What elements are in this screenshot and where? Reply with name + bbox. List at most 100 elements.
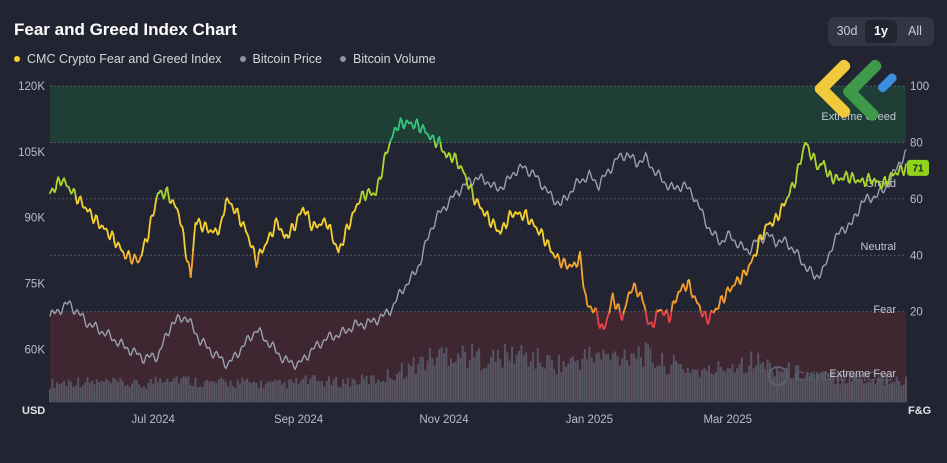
volume-bar: [539, 362, 542, 402]
volume-bar: [227, 386, 230, 402]
current-value-badge: 71: [907, 159, 929, 176]
legend-item-bitcoin-price[interactable]: Bitcoin Price: [239, 52, 322, 66]
volume-bar: [468, 359, 471, 402]
volume-bar: [532, 352, 535, 402]
volume-bar: [152, 383, 155, 402]
volume-bar: [733, 372, 736, 402]
volume-bar: [410, 365, 413, 402]
fear-greed-segment: [698, 304, 702, 313]
volume-bar: [503, 344, 506, 402]
volume-bar: [543, 368, 546, 402]
legend-item-fear-greed[interactable]: CMC Crypto Fear and Greed Index: [14, 52, 222, 66]
volume-bar: [848, 381, 851, 402]
right-tick-label: 60: [910, 194, 923, 206]
volume-bar: [466, 368, 469, 402]
volume-bar: [124, 385, 127, 402]
zone-label-3: Fear: [873, 304, 896, 316]
volume-bar: [360, 374, 363, 402]
volume-bar: [328, 376, 331, 402]
fear-greed-segment: [273, 220, 277, 231]
volume-bar: [309, 378, 312, 402]
legend-dot-bitcoin-volume: [340, 56, 347, 62]
volume-bar: [419, 356, 422, 402]
fear-greed-segment: [868, 176, 872, 184]
volume-bar: [102, 381, 105, 402]
volume-bar: [138, 384, 141, 402]
volume-bar: [710, 373, 713, 402]
volume-bar: [222, 379, 225, 402]
volume-bar: [196, 387, 199, 402]
volume-bar: [804, 378, 807, 402]
volume-bar: [761, 361, 764, 402]
volume-bar: [813, 378, 816, 402]
volume-bar: [780, 370, 783, 402]
volume-bar: [499, 359, 502, 402]
volume-bar: [637, 346, 640, 402]
volume-bar: [229, 380, 232, 402]
fear-greed-segment: [199, 220, 203, 230]
fear-greed-segment: [813, 154, 817, 164]
volume-bar: [736, 368, 739, 402]
volume-bar: [729, 368, 732, 402]
fear-greed-segment: [236, 207, 240, 217]
fear-greed-segment: [349, 216, 353, 227]
volume-bar: [773, 376, 776, 402]
volume-bar: [900, 385, 903, 402]
fear-greed-segment: [154, 196, 158, 205]
volume-bar: [140, 387, 143, 402]
volume-bar: [607, 353, 610, 402]
volume-bar: [407, 363, 410, 402]
volume-bar: [759, 363, 762, 402]
volume-bar: [686, 367, 689, 402]
volume-bar: [311, 375, 314, 402]
volume-bar: [693, 369, 696, 402]
fear-greed-segment: [789, 184, 792, 193]
volume-bar: [853, 374, 856, 402]
fear-greed-segment: [830, 172, 833, 182]
volume-bar: [797, 365, 800, 402]
volume-bar: [766, 359, 769, 402]
volume-bar: [881, 379, 884, 402]
fear-greed-segment: [289, 223, 293, 232]
volume-bar: [698, 376, 701, 402]
fear-greed-segment: [807, 146, 811, 156]
fear-greed-segment: [271, 228, 275, 238]
fear-greed-segment: [611, 292, 615, 303]
volume-bar: [391, 379, 394, 402]
volume-bar: [567, 363, 570, 402]
volume-bar: [865, 382, 868, 402]
volume-bar: [65, 385, 68, 402]
volume-bar: [84, 382, 87, 402]
volume-bar: [722, 370, 725, 402]
range-30d-button[interactable]: 30d: [836, 24, 858, 38]
volume-bar: [135, 380, 138, 402]
fear-greed-segment: [183, 246, 187, 259]
volume-bar: [590, 357, 593, 402]
volume-bar: [518, 350, 521, 402]
volume-bar: [595, 353, 598, 402]
fear-greed-segment: [579, 251, 583, 264]
volume-bar: [668, 373, 671, 402]
volume-bar: [883, 385, 886, 402]
fear-greed-segment: [778, 208, 782, 219]
volume-bar: [346, 378, 349, 402]
range-1y-button[interactable]: 1y: [865, 20, 897, 43]
volume-bar: [271, 381, 274, 402]
fear-greed-segment: [718, 295, 722, 305]
fear-greed-segment: [903, 163, 907, 172]
fear-greed-segment: [74, 196, 78, 205]
volume-bar: [846, 383, 849, 402]
volume-bar: [236, 379, 239, 402]
fear-greed-segment: [493, 221, 497, 230]
legend-item-bitcoin-volume[interactable]: Bitcoin Volume: [340, 52, 436, 66]
fear-greed-segment: [740, 269, 744, 279]
range-all-button[interactable]: All: [908, 24, 922, 38]
volume-bar: [794, 365, 797, 402]
volume-bar: [154, 376, 157, 402]
volume-bar: [459, 357, 462, 402]
volume-bar: [262, 387, 265, 402]
volume-bar: [175, 376, 178, 402]
fear-greed-segment: [881, 178, 885, 188]
fear-greed-segment: [439, 142, 443, 151]
